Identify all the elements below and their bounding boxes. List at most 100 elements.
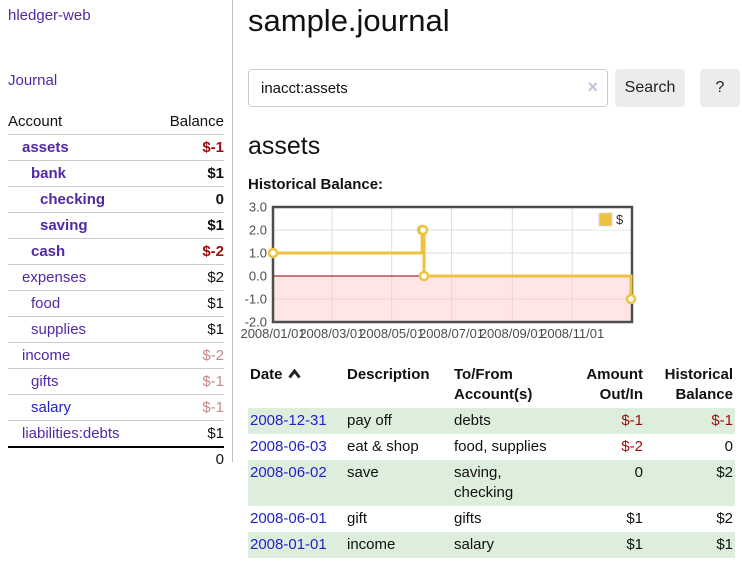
accounts-table-header: Account Balance bbox=[8, 109, 224, 134]
accounts-column-balance: Balance bbox=[169, 113, 224, 130]
account-balance: $1 bbox=[207, 217, 224, 234]
register-accounts: saving, checking bbox=[454, 464, 514, 501]
legend-swatch bbox=[598, 212, 613, 227]
account-link[interactable]: gifts bbox=[31, 373, 59, 390]
svg-text:2008/09/01: 2008/09/01 bbox=[480, 326, 545, 341]
account-link[interactable]: saving bbox=[40, 217, 88, 234]
search-button[interactable]: Search bbox=[615, 69, 685, 107]
sort-ascending-icon bbox=[287, 365, 301, 385]
account-link[interactable]: salary bbox=[31, 399, 72, 416]
account-row: checking 0 bbox=[8, 186, 224, 212]
register-balance: $-1 bbox=[711, 412, 733, 429]
account-link[interactable]: income bbox=[22, 347, 71, 364]
svg-text:2008/03/01: 2008/03/01 bbox=[299, 326, 364, 341]
svg-text:2008/11/01: 2008/11/01 bbox=[540, 326, 604, 341]
svg-text:0.0: 0.0 bbox=[249, 269, 267, 284]
account-balance: $1 bbox=[207, 165, 224, 182]
register-column-balance: Historical Balance bbox=[664, 366, 733, 403]
sidebar: hledger-web Journal Account Balance asse… bbox=[0, 0, 233, 468]
register-description: gift bbox=[347, 510, 368, 527]
register-description: pay off bbox=[347, 412, 392, 429]
account-balance: $-2 bbox=[202, 347, 224, 364]
page-title: sample.journal bbox=[248, 3, 450, 38]
sidebar-item-journal[interactable]: Journal bbox=[8, 72, 58, 89]
historical-balance-plot: $3.0 2.0 1.0 0.0 -1.0 -2.02008/01/012008/03/0… bbox=[240, 200, 637, 341]
help-button[interactable]: ? bbox=[700, 69, 740, 107]
account-row: expenses $2 bbox=[8, 264, 224, 290]
account-balance: $-1 bbox=[202, 373, 224, 390]
svg-text:3.0: 3.0 bbox=[249, 200, 267, 215]
register-amount: $-2 bbox=[621, 438, 643, 455]
register-amount: $1 bbox=[626, 536, 643, 553]
account-link[interactable]: checking bbox=[40, 191, 106, 208]
svg-text:-1.0: -1.0 bbox=[245, 292, 267, 307]
search-bar: × Search ? bbox=[248, 69, 742, 107]
account-row: liabilities:debts $1 bbox=[8, 420, 224, 446]
account-balance: $-2 bbox=[202, 243, 224, 260]
search-input[interactable] bbox=[248, 69, 608, 107]
account-link[interactable]: assets bbox=[22, 139, 69, 156]
register-accounts: gifts bbox=[454, 510, 482, 527]
register-date-link[interactable]: 2008-06-03 bbox=[250, 438, 327, 455]
register-balance: $2 bbox=[716, 464, 733, 481]
account-row: income $-2 bbox=[8, 342, 224, 368]
accounts-table: Account Balance assets $-1 bank $1 checking 0… bbox=[8, 109, 224, 472]
clear-search-icon[interactable]: × bbox=[587, 77, 598, 97]
register-row: 2008-06-03 eat & shop food, supplies $-2 0 bbox=[248, 434, 735, 460]
svg-text:2008/05/01: 2008/05/01 bbox=[359, 326, 424, 341]
account-row: bank $1 bbox=[8, 160, 224, 186]
register-date-link[interactable]: 2008-12-31 bbox=[250, 412, 327, 429]
register-accounts: food, supplies bbox=[454, 438, 547, 455]
svg-text:1.0: 1.0 bbox=[249, 246, 267, 261]
register-description: income bbox=[347, 536, 396, 553]
app-brand-link[interactable]: hledger-web bbox=[8, 7, 91, 24]
register-row: 2008-06-01 gift gifts $1 $2 bbox=[248, 506, 735, 532]
register-description: eat & shop bbox=[347, 438, 419, 455]
register-column-accounts: To/From Account(s) bbox=[454, 366, 533, 403]
account-row: gifts $-1 bbox=[8, 368, 224, 394]
svg-text:-2.0: -2.0 bbox=[245, 315, 267, 330]
register-description: save bbox=[347, 464, 379, 481]
register-date-link[interactable]: 2008-01-01 bbox=[250, 536, 327, 553]
account-row: saving $1 bbox=[8, 212, 224, 238]
account-link[interactable]: liabilities:debts bbox=[22, 425, 120, 442]
register-row: 2008-12-31 pay off debts $-1 $-1 bbox=[248, 408, 735, 434]
search-box: × bbox=[248, 69, 608, 107]
register-balance: $2 bbox=[716, 510, 733, 527]
register-balance: 0 bbox=[724, 438, 733, 455]
account-row: food $1 bbox=[8, 290, 224, 316]
account-row: assets $-1 bbox=[8, 134, 224, 160]
account-link[interactable]: cash bbox=[31, 243, 66, 260]
register-date-link[interactable]: 2008-06-02 bbox=[250, 464, 327, 481]
account-link[interactable]: bank bbox=[31, 165, 67, 182]
register-column-date[interactable]: Date bbox=[248, 362, 345, 408]
account-link[interactable]: supplies bbox=[31, 321, 87, 338]
register-accounts: debts bbox=[454, 412, 491, 429]
register-amount: $1 bbox=[626, 510, 643, 527]
register-column-amount: Amount Out/In bbox=[586, 366, 643, 403]
account-link[interactable]: expenses bbox=[22, 269, 87, 286]
account-heading: assets bbox=[248, 132, 321, 160]
account-link[interactable]: food bbox=[31, 295, 61, 312]
register-accounts: salary bbox=[454, 536, 495, 553]
account-balance: 0 bbox=[215, 191, 224, 208]
register-amount: $-1 bbox=[621, 412, 643, 429]
main-content: sample.journal × Search ? assets Histori… bbox=[240, 0, 742, 558]
legend-label: $ bbox=[616, 212, 624, 227]
account-row: supplies $1 bbox=[8, 316, 224, 342]
register-row: 2008-06-02 save saving, checking 0 $2 bbox=[248, 460, 735, 506]
register-date-link[interactable]: 2008-06-01 bbox=[250, 510, 327, 527]
register-column-description: Description bbox=[347, 366, 430, 383]
sidebar-total-row: 0 bbox=[8, 446, 224, 472]
account-balance: $2 bbox=[207, 269, 224, 286]
svg-text:2008/01/01: 2008/01/01 bbox=[240, 326, 305, 341]
svg-text:2008/07/01: 2008/07/01 bbox=[419, 326, 484, 341]
account-balance: $1 bbox=[207, 295, 224, 312]
account-balance: $-1 bbox=[202, 399, 224, 416]
historical-balance-chart: $3.0 2.0 1.0 0.0 -1.0 -2.0 2008/01/01 2008/03/0… bbox=[240, 200, 742, 345]
accounts-column-account: Account bbox=[8, 113, 63, 130]
register-row: 2008-01-01 income salary $1 $1 bbox=[248, 532, 735, 558]
svg-text:2.0: 2.0 bbox=[249, 223, 267, 238]
account-row: cash $-2 bbox=[8, 238, 224, 264]
register-balance: $1 bbox=[716, 536, 733, 553]
